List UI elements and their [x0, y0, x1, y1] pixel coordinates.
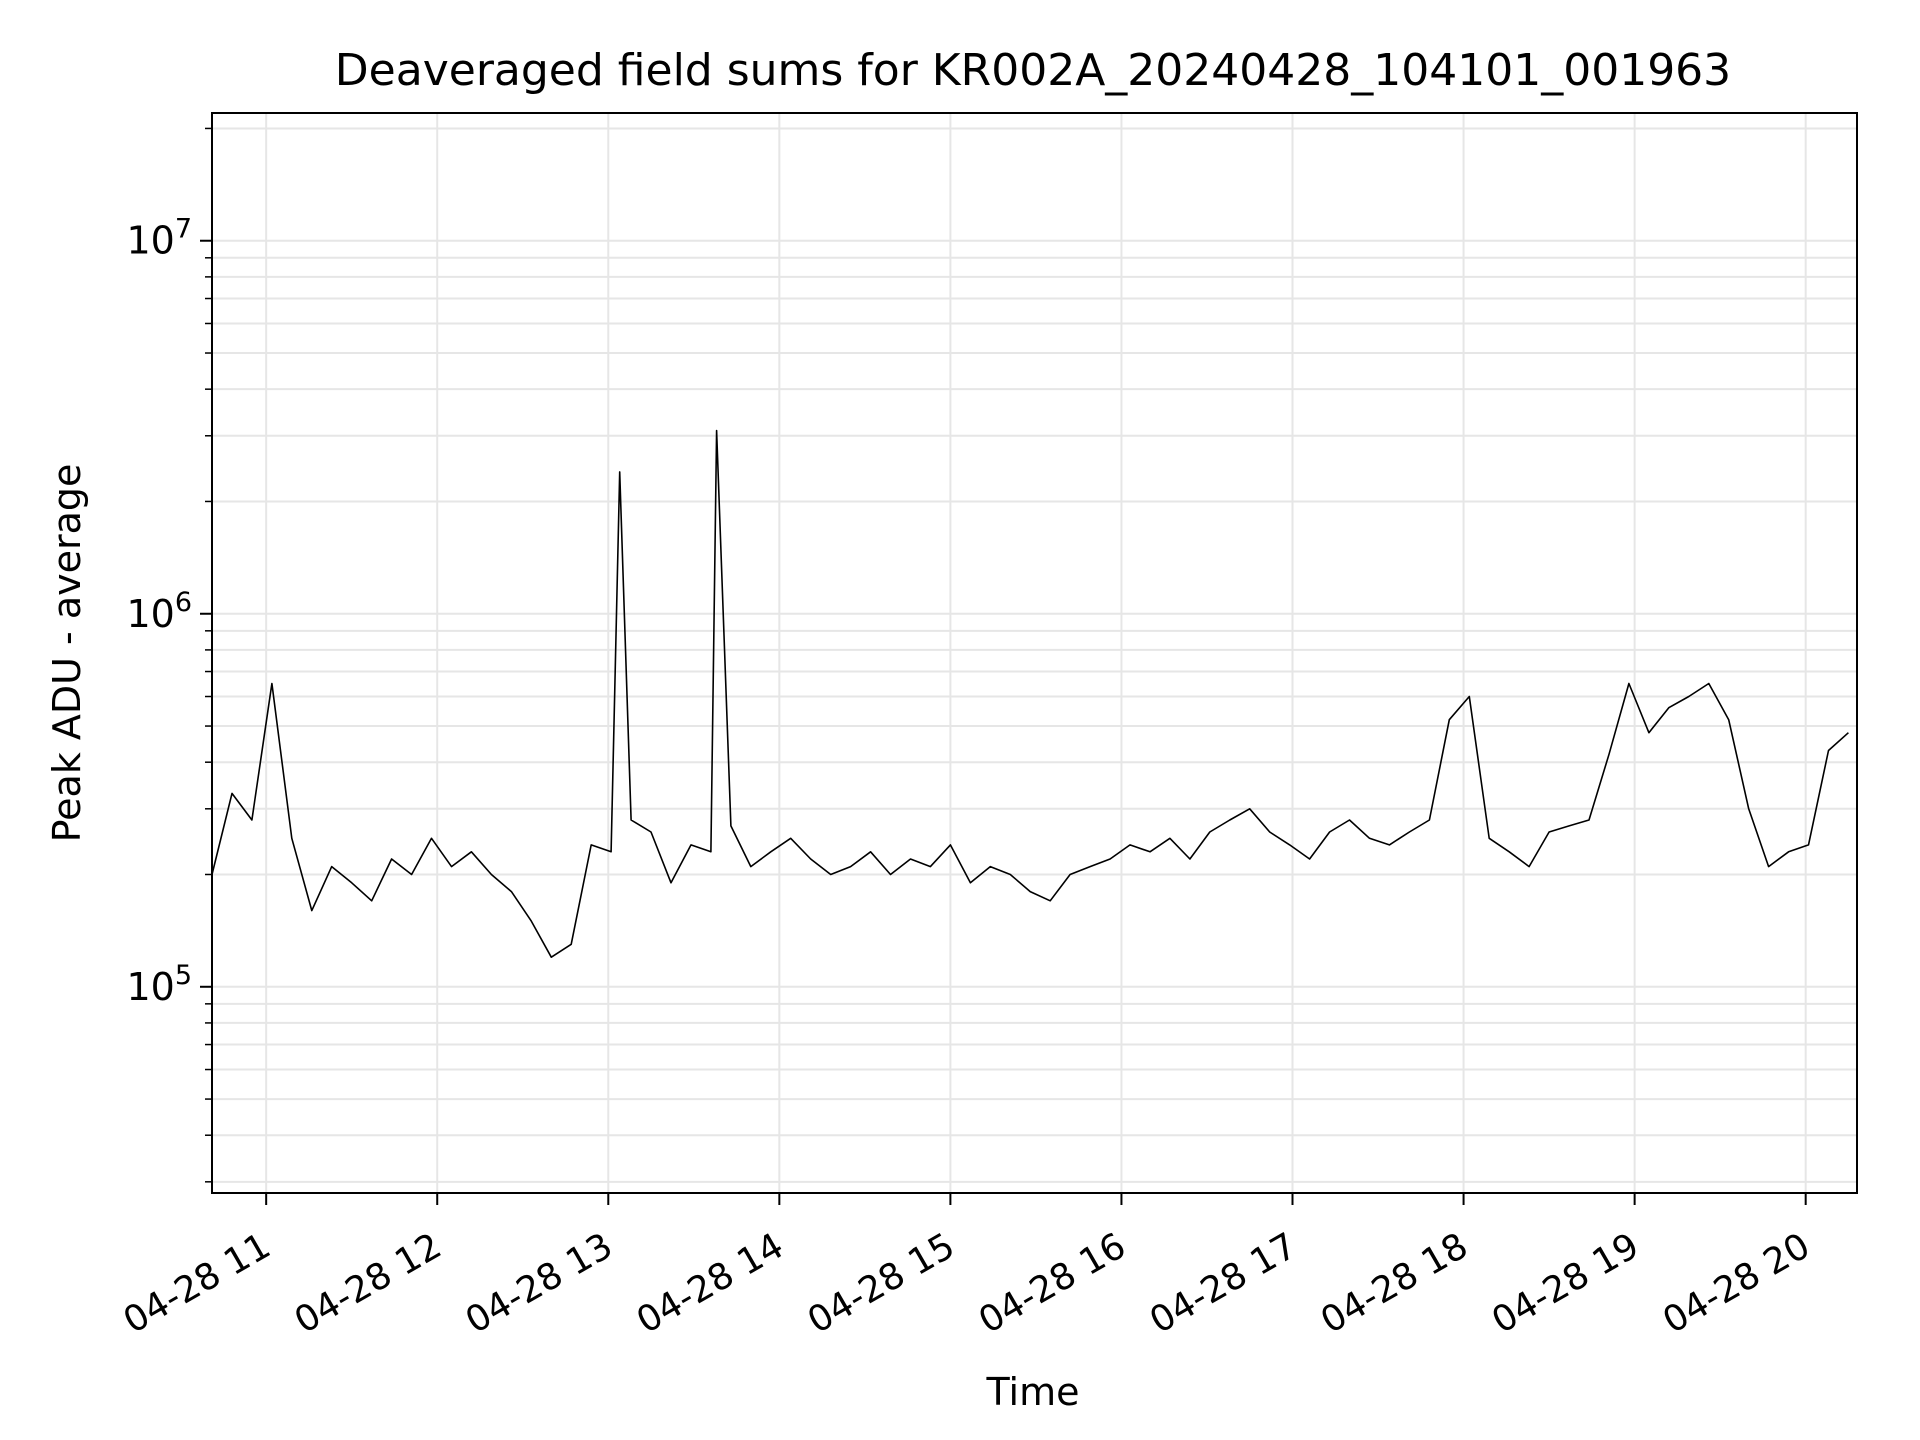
- data-series: [212, 429, 1849, 959]
- x-axis-label: Time: [986, 1370, 1080, 1414]
- y-tick-label: 106: [126, 587, 192, 636]
- y-tick-label: 105: [126, 960, 192, 1009]
- y-tick-label: 107: [126, 214, 192, 263]
- plot-frame: [211, 112, 1858, 1194]
- y-axis-ticks: 105 106 107: [126, 127, 212, 1183]
- y-axis-label: Peak ADU - average: [45, 464, 89, 843]
- series-line: [212, 429, 1849, 959]
- chart-title: Deaveraged field sums for KR002A_2024042…: [335, 45, 1731, 96]
- grid-lines: [212, 113, 1857, 1193]
